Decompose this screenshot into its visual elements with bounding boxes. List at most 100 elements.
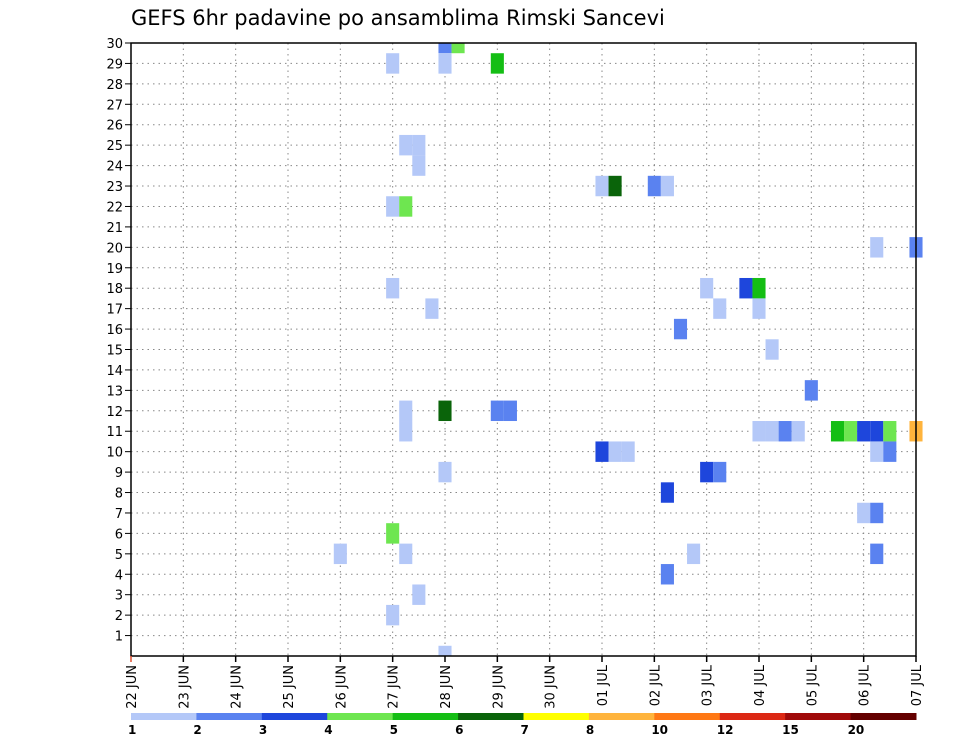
precip-cell xyxy=(333,543,347,565)
colorbar-swatch xyxy=(392,713,459,720)
precip-cell xyxy=(386,53,400,74)
precip-cell xyxy=(778,421,792,442)
precip-cell xyxy=(451,43,465,54)
y-tick-label: 10 xyxy=(106,446,123,461)
x-tick-label: 06 JUL xyxy=(858,664,873,706)
y-tick-label: 29 xyxy=(106,57,123,72)
precip-cell xyxy=(438,43,452,54)
x-tick-label: 25 JUN xyxy=(282,665,297,709)
precip-cell xyxy=(647,175,661,197)
precip-cell xyxy=(608,175,622,197)
colorbar-swatch xyxy=(785,713,852,720)
x-tick-label: 04 JUL xyxy=(753,664,768,706)
precip-cell xyxy=(438,461,452,483)
precip-cell xyxy=(438,645,452,656)
y-tick-label: 15 xyxy=(106,344,123,359)
colorbar-label: 15 xyxy=(782,723,799,737)
precip-cell xyxy=(765,421,779,442)
colorbar-swatch xyxy=(196,713,263,720)
precip-cell xyxy=(412,155,426,176)
y-tick-label: 27 xyxy=(106,98,123,113)
x-tick-label: 23 JUN xyxy=(177,665,192,709)
precip-cell xyxy=(870,441,884,462)
precip-cell xyxy=(386,523,400,544)
y-tick-label: 19 xyxy=(106,262,123,277)
precip-cell xyxy=(621,441,635,462)
precip-cell xyxy=(765,339,779,360)
precip-cell xyxy=(752,421,766,442)
precip-cell xyxy=(386,604,400,626)
precip-cell xyxy=(438,400,452,422)
precip-cell xyxy=(660,175,674,197)
x-tick-label: 26 JUN xyxy=(334,665,349,709)
precip-cell xyxy=(804,380,818,401)
precip-cell xyxy=(399,196,413,217)
precip-cell xyxy=(700,277,714,299)
y-tick-label: 22 xyxy=(106,200,123,215)
y-tick-label: 26 xyxy=(106,119,123,134)
precip-cell xyxy=(490,400,504,422)
precip-cell xyxy=(830,421,845,442)
colorbar-swatch xyxy=(458,713,524,720)
precip-cell xyxy=(425,298,439,319)
y-tick-label: 13 xyxy=(106,384,123,399)
precip-cell xyxy=(883,421,897,442)
colorbar-swatch xyxy=(131,713,197,720)
precip-cell xyxy=(870,421,884,442)
precip-cell xyxy=(857,421,871,442)
precip-cell xyxy=(883,441,897,462)
colorbar-label: 4 xyxy=(324,723,332,737)
x-tick-label: 01 JUL xyxy=(596,664,611,706)
colorbar-label: 3 xyxy=(259,723,267,737)
y-tick-label: 3 xyxy=(115,589,123,604)
precip-cell xyxy=(399,543,413,565)
precip-cell xyxy=(673,318,688,340)
y-tick-label: 16 xyxy=(106,323,123,338)
colorbar-swatch xyxy=(327,713,394,720)
precip-cell xyxy=(399,134,413,156)
precip-cell xyxy=(739,277,753,299)
precip-cell xyxy=(412,584,426,605)
precip-cell xyxy=(595,175,609,197)
precip-cell xyxy=(399,421,413,442)
y-tick-label: 25 xyxy=(106,139,123,154)
precip-cell xyxy=(713,298,727,319)
precip-cell xyxy=(608,441,622,462)
y-tick-label: 9 xyxy=(115,466,123,481)
x-tick-label: 07 JUL xyxy=(910,664,925,706)
precip-cell xyxy=(870,543,884,565)
y-tick-label: 17 xyxy=(106,303,123,318)
precip-cell xyxy=(700,461,714,483)
y-tick-label: 12 xyxy=(106,405,123,420)
precip-cell xyxy=(870,502,884,524)
x-tick-label: 05 JUL xyxy=(805,664,820,706)
x-axis: 22 JUN 23 JUN 24 JUN 25 JUN 26 JUN 27 JUN 28 J… xyxy=(125,656,925,709)
colorbar-label: 5 xyxy=(390,723,398,737)
y-tick-label: 20 xyxy=(106,241,123,256)
y-tick-label: 5 xyxy=(115,548,123,563)
precip-cell xyxy=(713,461,727,483)
chart-title: GEFS 6hr padavine po ansamblima Rimski S… xyxy=(131,6,665,30)
x-tick-label: 30 JUN xyxy=(544,665,559,709)
precip-cell xyxy=(752,277,766,299)
precip-cell xyxy=(386,277,400,299)
colorbar-swatch xyxy=(523,713,590,720)
y-tick-label: 18 xyxy=(106,282,123,297)
precip-cell xyxy=(844,421,858,442)
y-tick-label: 2 xyxy=(115,609,123,624)
precip-cell xyxy=(503,400,517,422)
colorbar-legend: 1 2 3 4 5 6 7 8 10 12 15 20 xyxy=(128,713,917,737)
precip-cell xyxy=(412,134,426,156)
y-tick-label: 21 xyxy=(106,221,123,236)
colorbar-label: 2 xyxy=(193,723,201,737)
precip-cell xyxy=(438,53,452,74)
y-tick-label: 24 xyxy=(106,160,123,175)
precip-cell xyxy=(791,421,805,442)
colorbar-swatch xyxy=(261,713,328,720)
precip-cell xyxy=(490,53,504,74)
colorbar-label: 7 xyxy=(521,723,529,737)
x-tick-label: 22 JUN xyxy=(125,665,140,709)
precip-cell xyxy=(386,196,400,217)
precip-cell xyxy=(660,564,674,585)
